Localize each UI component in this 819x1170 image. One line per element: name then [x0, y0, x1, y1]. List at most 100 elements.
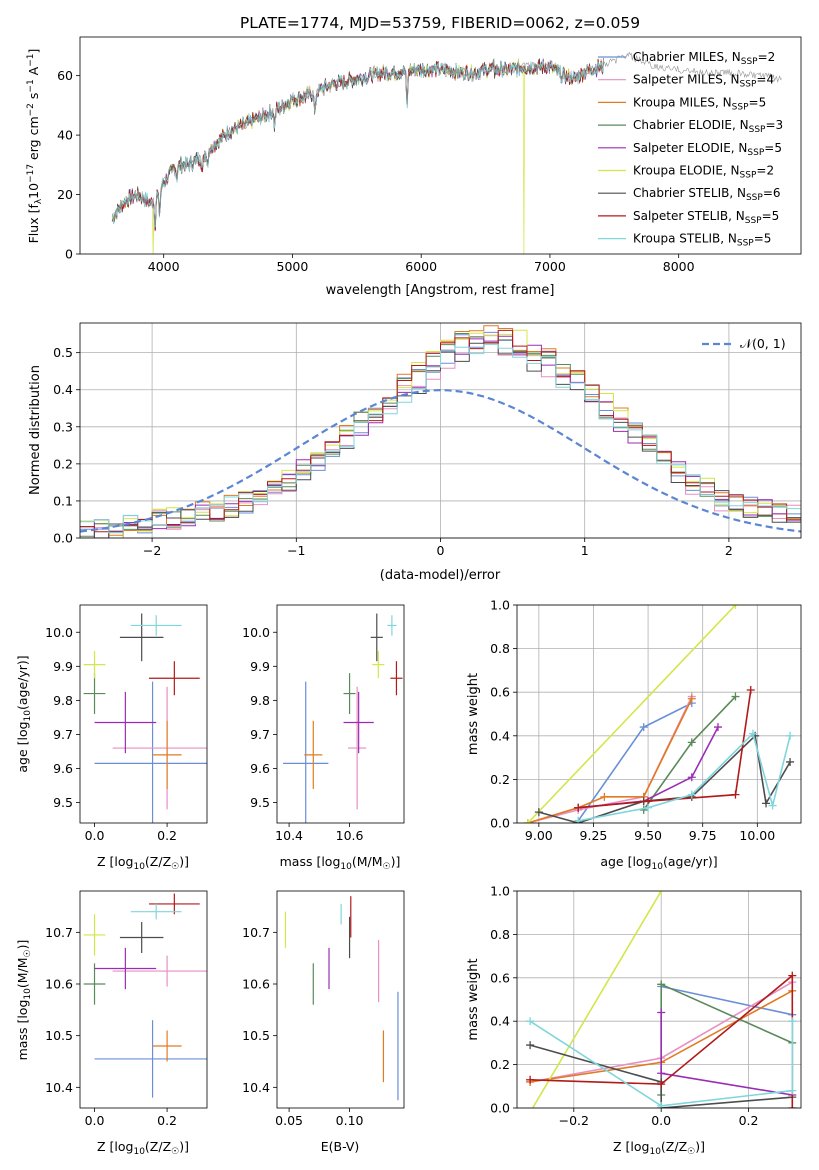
mass_weight_vs_age-marker-4-3	[713, 723, 722, 732]
spectrum-ytick-label: 20	[57, 187, 73, 202]
mass_weight_vs_age-plot-area	[523, 605, 795, 823]
mass_weight_vs_Z-marker-7-1	[657, 1080, 666, 1089]
mass_vs_Z-ylabel: mass [log10(M/M☉)]	[15, 940, 33, 1061]
residuals-ytick-label: 0.5	[53, 345, 73, 360]
mass_weight_vs_age-panel: 9.00 9.25 9.50 9.75 10.00 0.0 0.2 0.4 0.6 0.8 1.0	[490, 598, 802, 843]
mass_weight_vs_Z-xtick-label: −0.2	[559, 1113, 589, 1128]
mass_weight_vs_age-xtick-label: 9.50	[634, 828, 662, 843]
age_vs_Z-plot-area	[83, 613, 207, 823]
mass_weight_vs_age-xtick-label: 10.00	[739, 828, 775, 843]
residuals-hist-kroupa-stelib	[80, 343, 801, 534]
mass_weight_vs_Z-line-salpeter-elodie	[660, 1012, 793, 1096]
mass_vs_ebv-frame	[276, 890, 405, 1109]
mass_vs_Z-xlabel: Z [log10(Z/Z☉)]	[97, 1139, 189, 1157]
age_vs_Z-ytick-label: 9.8	[53, 693, 73, 708]
mass_weight_vs_Z-marker-8-2	[788, 1086, 797, 1095]
spectrum-series-kroupa-miles	[111, 58, 604, 228]
spectrum-series-salpeter-stelib	[111, 58, 604, 231]
mass_vs_ebv-plot-area	[284, 896, 399, 1101]
mass_weight_vs_Z-line-chabrier-miles	[661, 985, 793, 1016]
residuals-ytick-label: 0.2	[53, 456, 73, 471]
mass_vs_ebv-xlabel: E(B-V)	[321, 1139, 360, 1154]
mass_vs_ebv-ytick-label: 10.6	[242, 977, 270, 992]
mass_weight_vs_age-marker-6-5	[762, 799, 771, 808]
mass_weight_vs_Z-marker-7-0	[526, 1075, 535, 1084]
mass_weight_vs_age-marker-5-1	[731, 605, 740, 609]
age_vs_Z-ytick-label: 9.6	[53, 761, 73, 776]
mass_weight_vs_age-marker-7-3	[746, 686, 755, 695]
residuals-xtick-label: −2	[143, 543, 161, 558]
age_vs_mass-ytick-label: 10.0	[242, 625, 270, 640]
spectrum-xlabel: wavelength [Angstrom, rest frame]	[326, 283, 555, 298]
spectrum-title: PLATE=1774, MJD=53759, FIBERID=0062, z=0…	[240, 14, 640, 32]
age_vs_mass-plot-area	[283, 613, 403, 823]
mass_weight_vs_age-ytick-label: 0.4	[490, 728, 510, 743]
age_vs_Z-xtick-label: 0.2	[157, 828, 177, 843]
age_vs_Z-xlabel: Z [log10(Z/Z☉)]	[97, 854, 189, 872]
mass_weight_vs_Z-ylabel: mass weight	[466, 958, 481, 1040]
age_vs_mass-xtick-label: 10.4	[275, 828, 303, 843]
mass_weight_vs_age-marker-8-5	[786, 731, 795, 740]
mass_weight_vs_Z-marker-8-1	[657, 1101, 666, 1108]
spectrum-panel: 4000 5000 6000 7000 8000 0 20 40 60	[57, 36, 802, 274]
mass_weight_vs_Z-frame	[516, 890, 802, 1109]
mass_weight_vs_Z-marker-3-1	[657, 980, 666, 989]
residuals-hist-salpeter-stelib	[80, 329, 801, 533]
legend-entry-3: Chabrier ELODIE, NSSP=3	[633, 118, 783, 135]
age_vs_mass-xlabel: mass [log10(M/M☉)]	[280, 854, 401, 872]
mass_weight_vs_age-ytick-label: 0.0	[490, 816, 510, 831]
mass_weight_vs_Z-marker-5-1	[657, 891, 666, 895]
mass_vs_ebv-xtick-label: 0.05	[275, 1113, 303, 1128]
mass_weight_vs_age-marker-4-2	[687, 773, 696, 782]
mass_weight_vs_Z-ytick-label: 0.0	[490, 1101, 510, 1116]
mass_weight_vs_Z-panel: −0.2 0.0 0.2 0.0 0.2 0.4 0.6 0.8 1.0	[490, 884, 802, 1128]
mass_vs_ebv-ytick-label: 10.4	[242, 1080, 270, 1095]
mass_weight_vs_age-line-chabrier-elodie	[643, 696, 737, 811]
spectrum-xtick-label: 4000	[148, 259, 180, 274]
age_vs_mass-ytick-label: 9.6	[250, 761, 270, 776]
mass_weight_vs_age-marker-8-1	[644, 803, 653, 812]
mass_vs_Z-panel: 0.0 0.2 10.4 10.5 10.6 10.7	[45, 890, 208, 1128]
mass_weight_vs_Z-ytick-label: 0.4	[490, 1014, 510, 1029]
mass_weight_vs_Z-line-kroupa-elodie	[531, 891, 662, 1108]
mass_weight_vs_Z-marker-5-0	[526, 1108, 534, 1116]
mass_weight_vs_Z-ytick-label: 1.0	[490, 884, 510, 899]
mass_weight_vs_Z-marker-8-3	[788, 1017, 797, 1026]
age_vs_mass-frame	[276, 604, 405, 824]
spectrum-xtick-label: 5000	[277, 259, 309, 274]
mass_weight_vs_age-ytick-label: 0.6	[490, 685, 510, 700]
mass_weight_vs_age-ytick-label: 0.8	[490, 641, 510, 656]
residuals-ytick-label: 0.4	[53, 382, 73, 397]
mass_weight_vs_age-marker-8-2	[687, 790, 696, 799]
mass_weight_vs_age-xlabel: age [log10(age/yr)]	[600, 854, 717, 872]
mass_weight_vs_Z-xtick-label: 0.2	[739, 1113, 759, 1128]
mass_weight_vs_age-marker-8-4	[768, 801, 777, 810]
spectrum-ytick-label: 40	[57, 128, 73, 143]
mass_weight_vs_Z-ytick-label: 0.8	[490, 927, 510, 942]
mass_vs_ebv-ytick-label: 10.5	[242, 1028, 270, 1043]
mass_weight_vs_Z-ytick-label: 0.2	[490, 1057, 510, 1072]
mass_vs_ebv-xtick-label: 0.10	[336, 1113, 364, 1128]
mass_weight_vs_age-marker-6-0	[534, 808, 543, 817]
spectrum-frame	[79, 36, 802, 255]
mass_weight_vs_age-line-kroupa-stelib	[578, 732, 791, 822]
mass_weight_vs_age-frame	[516, 604, 802, 824]
age_vs_Z-ytick-label: 9.7	[53, 727, 73, 742]
mass_weight_vs_Z-marker-4-0	[657, 1008, 666, 1017]
spectrum-xtick-label: 7000	[534, 259, 566, 274]
age_vs_mass-ytick-label: 9.8	[250, 693, 270, 708]
residuals-panel: −2 −1 0 1 2 0.0 0.1 0.2 0.3 0.4 0.5	[53, 322, 802, 558]
residuals-plot-area	[80, 325, 801, 538]
residuals-xtick-label: 0	[437, 543, 445, 558]
mass_weight_vs_Z-marker-6-0	[526, 1041, 535, 1050]
mass_vs_Z-ytick-label: 10.6	[45, 977, 73, 992]
age_vs_Z-frame	[79, 604, 208, 824]
spectrum-series-chabrier-elodie	[111, 58, 604, 228]
mass_weight_vs_Z-xtick-label: 0.0	[651, 1113, 671, 1128]
mass_weight_vs_age-xtick-label: 9.75	[689, 828, 717, 843]
legend-entry-2: Kroupa MILES, NSSP=5	[633, 95, 766, 112]
age_vs_Z-ylabel: age [log10(age/yr)]	[15, 655, 33, 772]
residuals-xtick-label: −1	[287, 543, 305, 558]
mass_weight_vs_age-marker-3-1	[687, 738, 696, 747]
age_vs_mass-ytick-label: 9.5	[250, 795, 270, 810]
